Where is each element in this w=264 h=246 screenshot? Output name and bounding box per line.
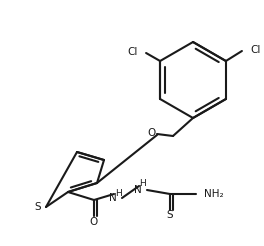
Text: S: S	[35, 202, 41, 212]
Text: Cl: Cl	[250, 45, 260, 55]
Text: NH₂: NH₂	[204, 189, 224, 199]
Text: O: O	[90, 217, 98, 227]
Text: Cl: Cl	[128, 47, 138, 57]
Text: H: H	[115, 189, 121, 199]
Text: N: N	[109, 193, 117, 203]
Text: H: H	[140, 180, 146, 188]
Text: O: O	[147, 128, 155, 138]
Text: N: N	[134, 185, 142, 195]
Text: S: S	[167, 210, 173, 220]
